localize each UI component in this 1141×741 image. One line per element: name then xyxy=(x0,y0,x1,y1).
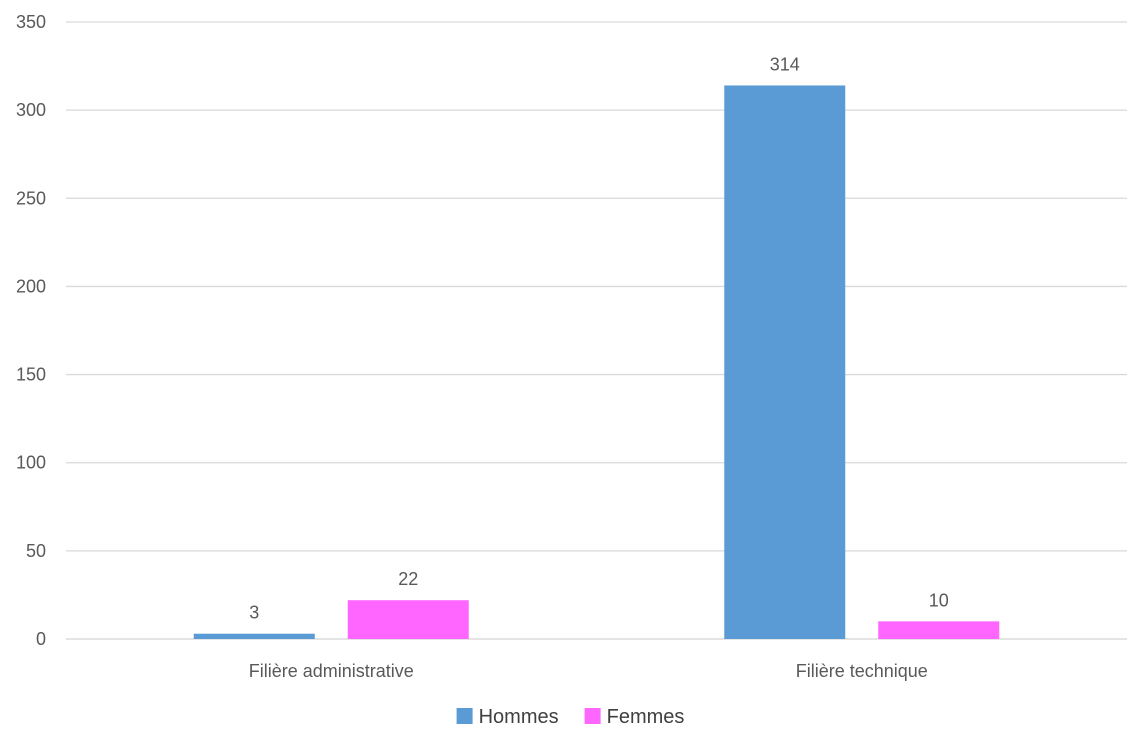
y-axis-tick-labels: 0 50 100 150 200 250 300 350 xyxy=(16,12,46,649)
legend-swatch xyxy=(456,708,473,724)
y-tick-label: 150 xyxy=(16,365,46,385)
x-category-label: Filière technique xyxy=(796,661,928,681)
data-label-hommes-0: 3 xyxy=(249,603,259,623)
data-labels: 3 22 314 10 xyxy=(249,54,949,622)
bar-hommes-1 xyxy=(724,85,846,639)
bar-femmes-1 xyxy=(878,621,1000,639)
legend-item-hommes: Hommes xyxy=(456,706,559,728)
x-category-label: Filière administrative xyxy=(249,661,414,681)
data-label-hommes-1: 314 xyxy=(770,54,800,74)
y-tick-label: 50 xyxy=(26,541,46,561)
data-label-femmes-1: 10 xyxy=(929,590,949,610)
legend: Hommes Femmes xyxy=(456,706,685,728)
data-label-femmes-0: 22 xyxy=(398,569,418,589)
bar-hommes-0 xyxy=(193,633,315,639)
y-tick-label: 250 xyxy=(16,188,46,208)
y-tick-label: 200 xyxy=(16,276,46,296)
y-tick-label: 0 xyxy=(36,629,46,649)
legend-label: Hommes xyxy=(479,706,559,728)
bar-femmes-0 xyxy=(347,600,469,639)
bars xyxy=(193,85,1000,639)
x-axis-category-labels: Filière administrative Filière technique xyxy=(249,661,928,681)
legend-label: Femmes xyxy=(607,706,685,728)
legend-item-femmes: Femmes xyxy=(584,706,685,728)
y-tick-label: 350 xyxy=(16,12,46,32)
y-tick-label: 100 xyxy=(16,453,46,473)
y-tick-label: 300 xyxy=(16,100,46,120)
legend-swatch xyxy=(584,708,601,724)
gridlines xyxy=(66,21,1127,640)
